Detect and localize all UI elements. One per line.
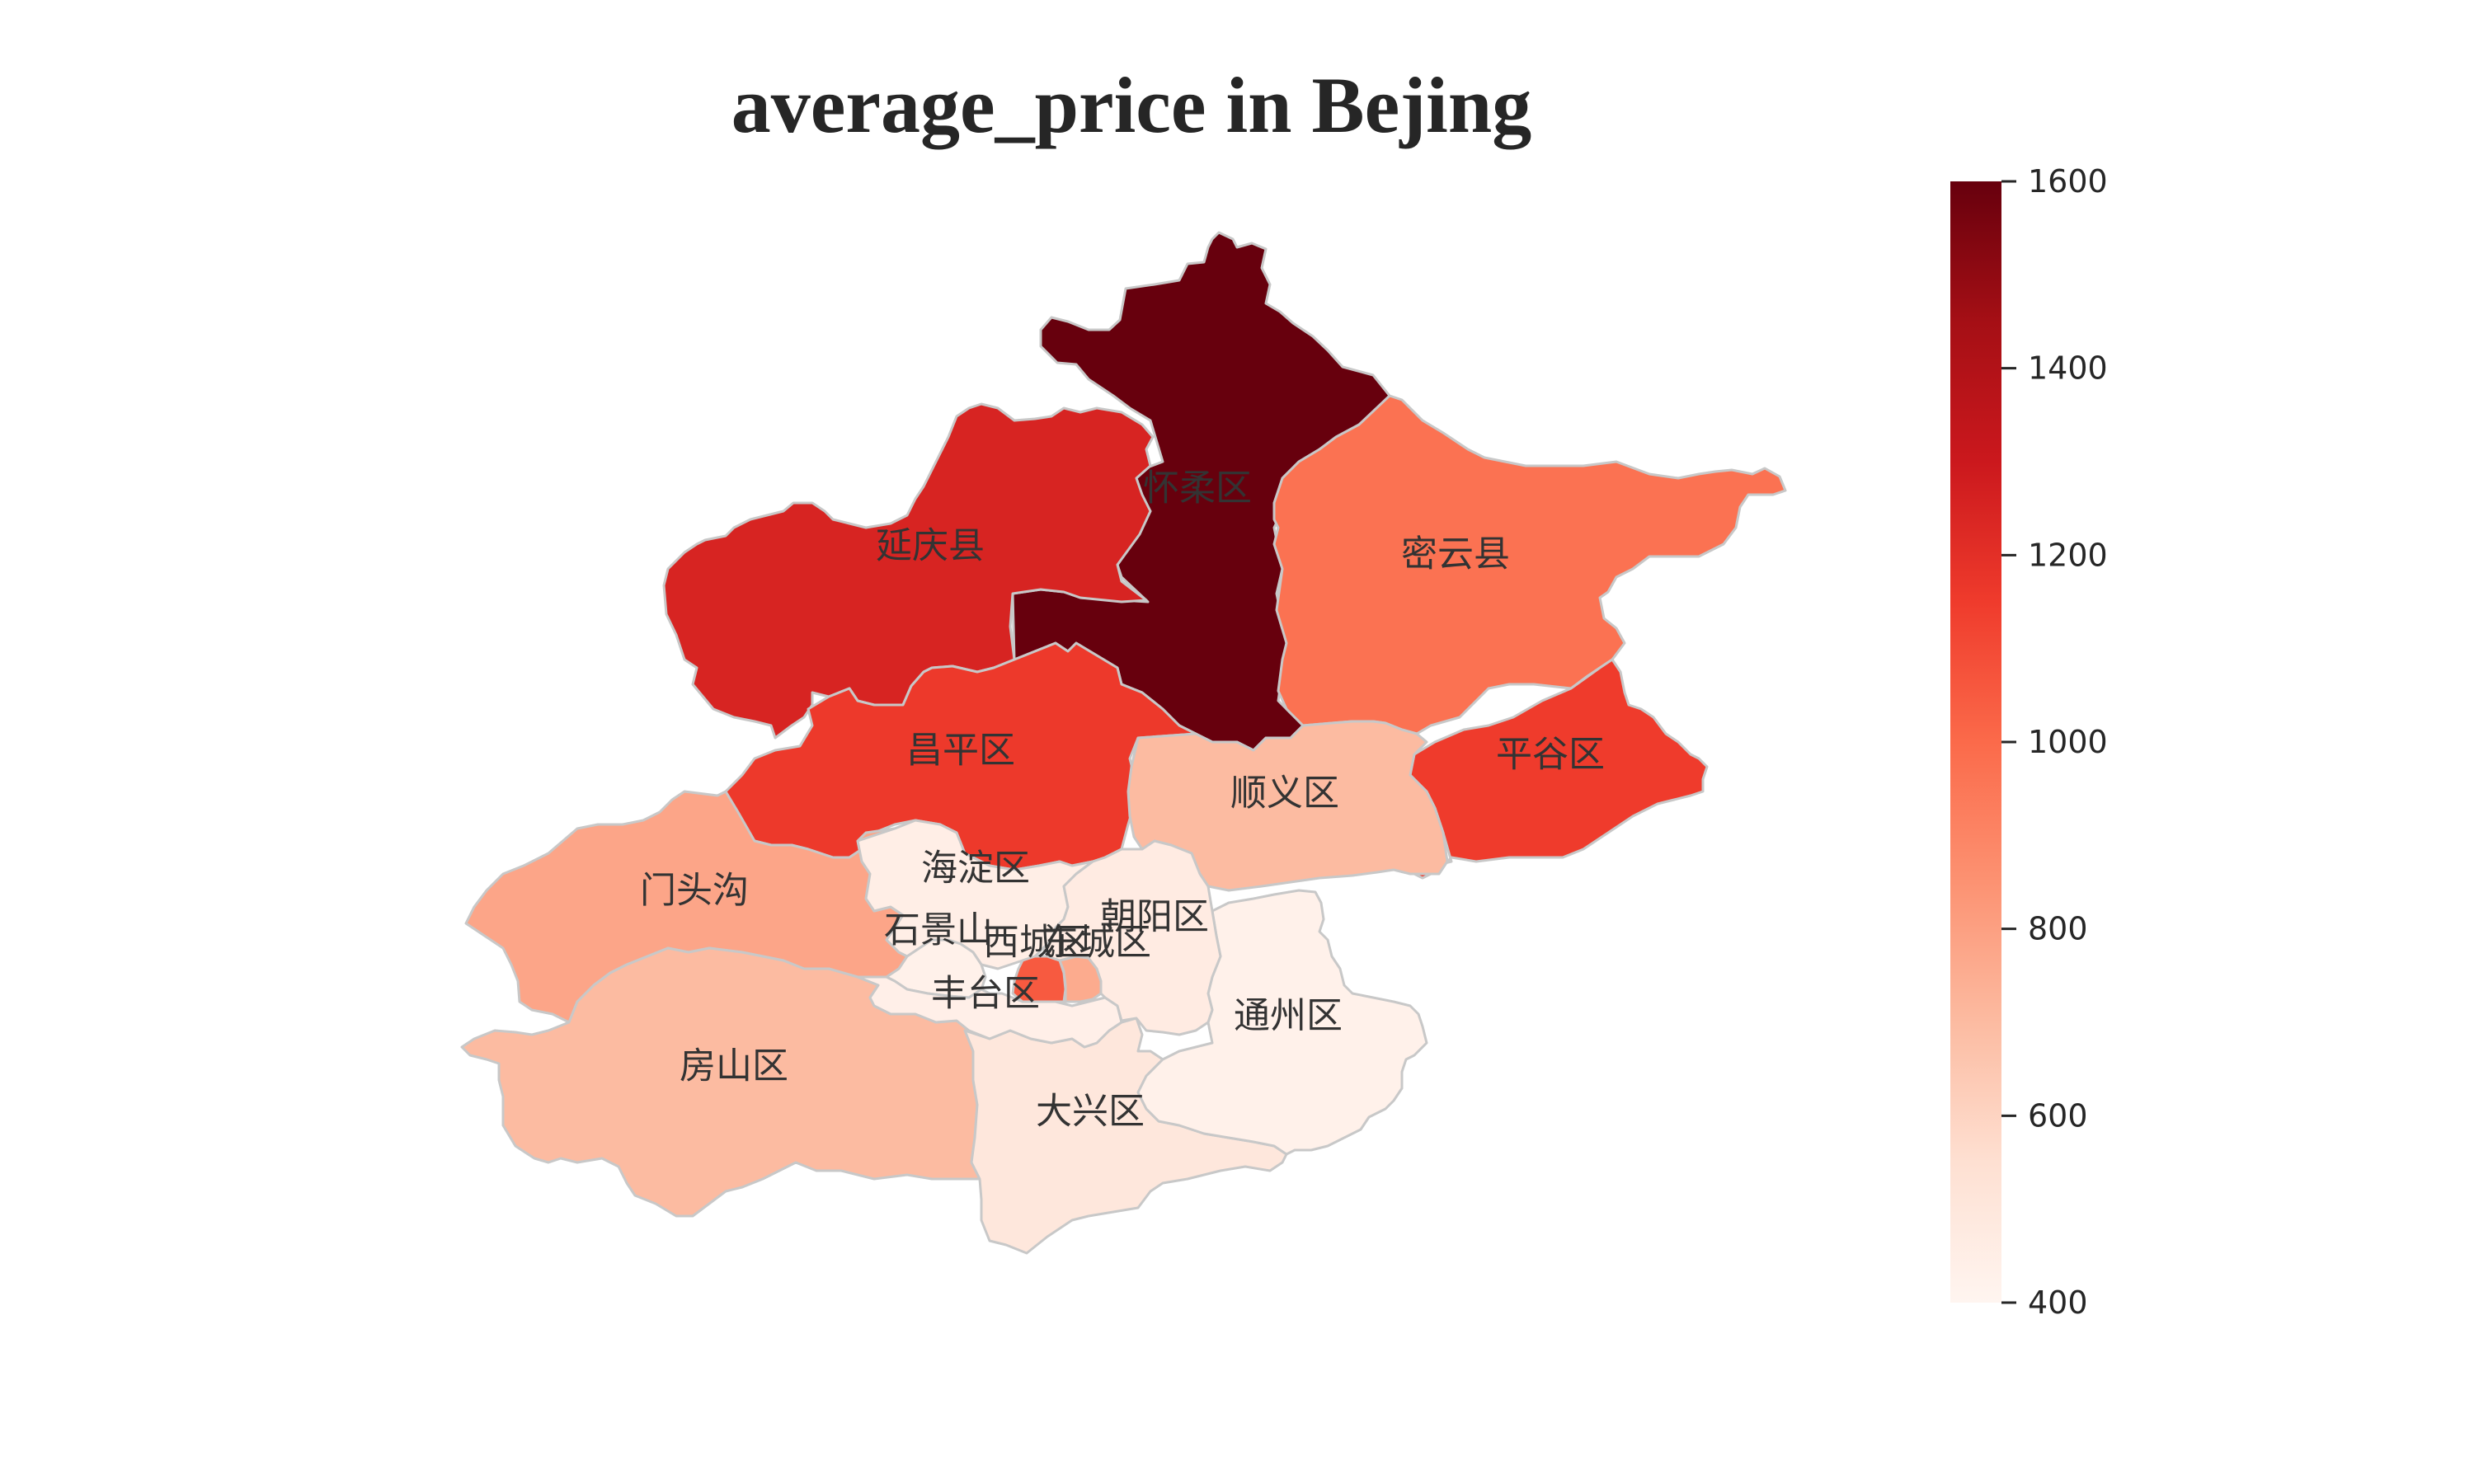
chart-title: average_price in Bejing — [731, 61, 1531, 149]
label-pinggu: 平谷区 — [1496, 734, 1605, 776]
colorbar-tick-label: 400 — [2028, 1284, 2088, 1321]
colorbar-tick-label: 1000 — [2028, 724, 2108, 760]
label-dongcheng: 东城区 — [1042, 922, 1151, 964]
label-haidian: 海淀区 — [921, 848, 1030, 890]
label-fangshan: 房山区 — [680, 1045, 788, 1087]
label-shijingshan: 石景山 — [884, 909, 993, 951]
region-yanqing — [662, 402, 1155, 740]
label-daxing: 大兴区 — [1036, 1091, 1145, 1133]
colorbar: 400 600 800 1000 1200 1400 1600 — [1950, 163, 2108, 1321]
colorbar-tick-label: 800 — [2028, 911, 2088, 947]
label-miyun: 密云县 — [1401, 533, 1510, 575]
colorbar-tick-label: 1400 — [2028, 350, 2108, 387]
colorbar-ticks: 400 600 800 1000 1200 1400 1600 — [2001, 163, 2108, 1321]
district-regions — [460, 231, 1787, 1255]
label-changping: 昌平区 — [906, 730, 1015, 772]
colorbar-tick-label: 1200 — [2028, 537, 2108, 573]
label-fengtai: 丰台区 — [931, 973, 1040, 1015]
label-shunyi: 顺义区 — [1230, 773, 1339, 815]
label-chaoyang: 朝阳区 — [1100, 896, 1209, 938]
label-mentougou: 门头沟 — [640, 870, 749, 912]
label-yanqing: 延庆县 — [876, 525, 985, 567]
district-labels: 怀柔区 延庆县 密云县 昌平区 平谷区 顺义区 门头沟 房山区 海淀区 石景山 … — [640, 467, 1605, 1133]
label-tongzhou: 通州区 — [1234, 995, 1343, 1037]
region-fangshan — [460, 946, 981, 1218]
label-huairou: 怀柔区 — [1143, 467, 1252, 510]
colorbar-tick-label: 1600 — [2028, 163, 2108, 200]
label-xicheng: 西城区 — [983, 922, 1092, 964]
region-chaoyang — [1042, 839, 1222, 1036]
colorbar-gradient — [1950, 181, 2001, 1303]
region-fengtai — [856, 975, 1123, 1049]
region-miyun — [1272, 394, 1787, 735]
colorbar-tick-label: 600 — [2028, 1097, 2088, 1134]
